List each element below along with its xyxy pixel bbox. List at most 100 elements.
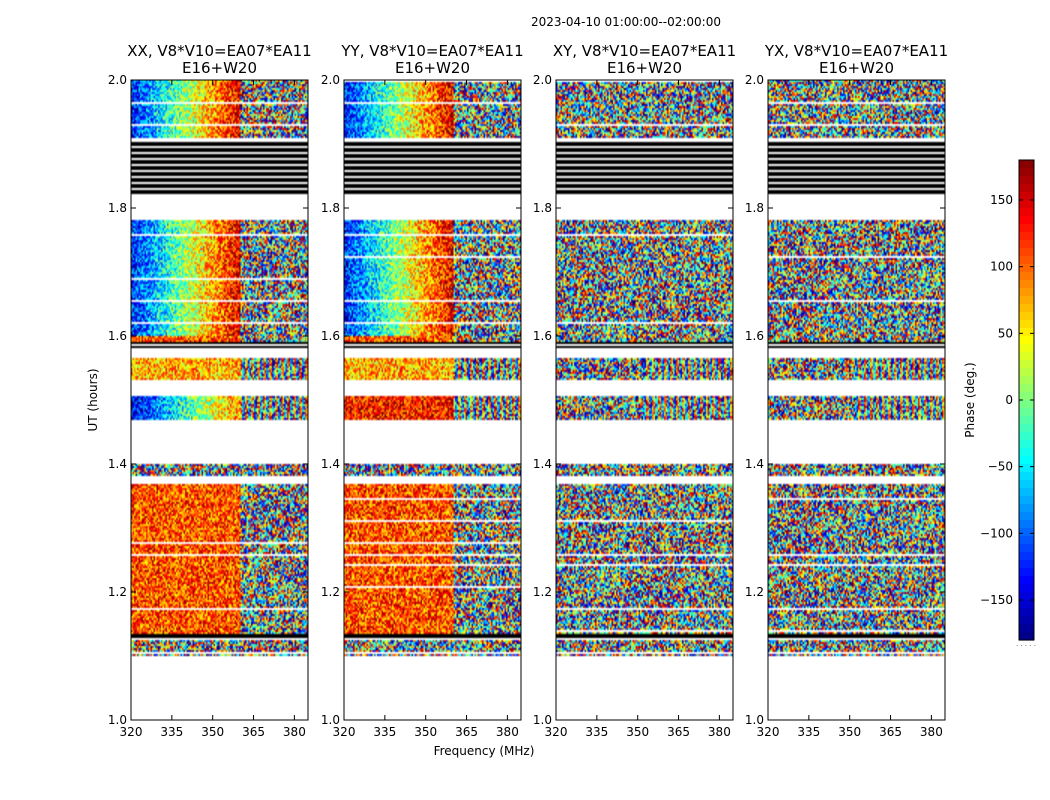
- y-tick-label: 2.0: [533, 73, 552, 87]
- colorbar-step: [1019, 344, 1034, 353]
- heatmap-yy: [344, 80, 521, 720]
- axes-frame: [767, 79, 946, 721]
- x-tick-label: 335: [797, 725, 820, 739]
- colorbar-tick-label: 150: [990, 193, 1013, 207]
- y-axis-label: UT (hours): [86, 368, 100, 431]
- colorbar-step: [1019, 272, 1034, 281]
- y-tick-label: 1.2: [108, 585, 127, 599]
- panel-title: XX, V8*V10=EA07*EA11: [127, 42, 311, 60]
- heatmap-xx: [131, 80, 308, 720]
- y-tick-label: 1.4: [321, 457, 340, 471]
- heatmap-xy: [556, 80, 733, 720]
- y-tick-label: 1.8: [745, 201, 764, 215]
- colorbar-tick-label: −50: [988, 460, 1013, 474]
- colorbar-step: [1019, 232, 1034, 241]
- y-tick-label: 1.8: [533, 201, 552, 215]
- colorbar-step: [1019, 536, 1034, 545]
- colorbar-step: [1019, 624, 1034, 633]
- x-tick-label: 380: [708, 725, 731, 739]
- y-tick-label: 1.0: [745, 713, 764, 727]
- x-tick-label: 335: [160, 725, 183, 739]
- y-tick-label: 2.0: [321, 73, 340, 87]
- y-tick-label: 1.6: [533, 329, 552, 343]
- colorbar-step: [1019, 528, 1034, 537]
- colorbar-step: [1019, 304, 1034, 313]
- panels-group: XX, V8*V10=EA07*EA11 E16+W20 320 335 350 365 3…: [108, 42, 948, 739]
- colorbar-step: [1019, 520, 1034, 529]
- colorbar-step: [1019, 336, 1034, 345]
- colorbar-step: [1019, 160, 1034, 169]
- colorbar-step: [1019, 632, 1034, 641]
- panel-subtitle: E16+W20: [395, 59, 470, 77]
- y-tick-label: 1.0: [533, 713, 552, 727]
- colorbar-step: [1019, 352, 1034, 361]
- colorbar-tick-label: 100: [990, 260, 1013, 274]
- panel-title: YY, V8*V10=EA07*EA11: [340, 42, 523, 60]
- y-tick-label: 1.0: [108, 713, 127, 727]
- y-tick-label: 1.4: [745, 457, 764, 471]
- colorbar-step: [1019, 560, 1034, 569]
- colorbar-step: [1019, 544, 1034, 553]
- colorbar-step: [1019, 176, 1034, 185]
- colorbar-step: [1019, 584, 1034, 593]
- colorbar-step: [1019, 448, 1034, 457]
- colorbar-step: [1019, 320, 1034, 329]
- x-tick-label: 380: [920, 725, 943, 739]
- x-tick-label: 365: [879, 725, 902, 739]
- y-tick-label: 1.4: [533, 457, 552, 471]
- axes-frame: [130, 79, 309, 721]
- colorbar-step: [1019, 376, 1034, 385]
- y-tick-label: 2.0: [108, 73, 127, 87]
- x-tick-label: 350: [414, 725, 437, 739]
- y-tick-label: 1.6: [321, 329, 340, 343]
- colorbar-step: [1019, 168, 1034, 177]
- colorbar-step: [1019, 208, 1034, 217]
- colorbar-step: [1019, 384, 1034, 393]
- colorbar-step: [1019, 416, 1034, 425]
- colorbar-step: [1019, 432, 1034, 441]
- y-tick-label: 1.4: [108, 457, 127, 471]
- x-tick-label: 365: [242, 725, 265, 739]
- colorbar-step: [1019, 216, 1034, 225]
- colorbar-step: [1019, 424, 1034, 433]
- colorbar-step: [1019, 200, 1034, 209]
- colorbar-step: [1019, 456, 1034, 465]
- x-tick-label: 380: [283, 725, 306, 739]
- colorbar-step: [1019, 488, 1034, 497]
- x-tick-label: 365: [667, 725, 690, 739]
- x-tick-label: 320: [757, 725, 780, 739]
- colorbar-step: [1019, 552, 1034, 561]
- figure-suptitle: 2023-04-10 01:00:00--02:00:00: [531, 15, 721, 29]
- colorbar-step: [1019, 440, 1034, 449]
- colorbar-step: [1019, 248, 1034, 257]
- y-tick-label: 1.6: [108, 329, 127, 343]
- colorbar-tick-label: 0: [1005, 393, 1013, 407]
- x-tick-label: 350: [838, 725, 861, 739]
- panel-title: YX, V8*V10=EA07*EA11: [764, 42, 948, 60]
- y-tick-label: 1.2: [533, 585, 552, 599]
- y-tick-label: 1.8: [108, 201, 127, 215]
- colorbar-step: [1019, 400, 1034, 409]
- x-tick-label: 350: [626, 725, 649, 739]
- x-tick-label: 320: [545, 725, 568, 739]
- colorbar-step: [1019, 192, 1034, 201]
- colorbar-step: [1019, 264, 1034, 273]
- y-tick-label: 1.6: [745, 329, 764, 343]
- colorbar-step: [1019, 464, 1034, 473]
- colorbar-step: [1019, 616, 1034, 625]
- colorbar-step: [1019, 568, 1034, 577]
- panel-subtitle: E16+W20: [607, 59, 682, 77]
- colorbar-step: [1019, 480, 1034, 489]
- colorbar-step: [1019, 496, 1034, 505]
- x-tick-label: 380: [496, 725, 519, 739]
- colorbar-step: [1019, 512, 1034, 521]
- colorbar-step: [1019, 240, 1034, 249]
- colorbar: 150 100 50 0 −50 −100 −150: [980, 159, 1035, 641]
- colorbar-step: [1019, 256, 1034, 265]
- colorbar-tick-label: 50: [998, 326, 1013, 340]
